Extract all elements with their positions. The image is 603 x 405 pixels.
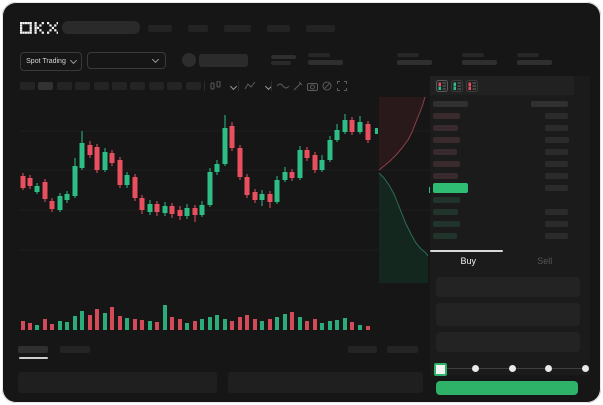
pair-selector-dropdown[interactable] [87,52,166,69]
ask-row-0-amount [545,113,568,119]
stat-value-2 [462,60,497,65]
orderbook[interactable] [430,96,590,248]
nav-item-0[interactable] [148,25,172,32]
bottom-panel-left[interactable] [18,372,217,393]
last-price-badge[interactable] [433,183,468,193]
ask-row-5-amount [545,173,568,179]
chevron-down-icon[interactable] [229,82,238,91]
stat-label-3 [517,53,539,57]
last-price-amount [545,185,568,191]
ask-row-0-price[interactable] [433,113,460,119]
bid-row-1-amount [545,209,568,215]
bid-row-2-price[interactable] [433,221,460,227]
timeframe-button-8[interactable] [167,82,183,90]
tab-sell[interactable]: Sell [537,256,553,266]
nav-item-1[interactable] [188,25,208,32]
trade-form [430,272,590,358]
divider [238,81,239,91]
bottom-action-0[interactable] [348,346,377,353]
amount-slider[interactable] [430,362,590,376]
stat-value-0 [308,60,343,65]
camera-icon[interactable] [307,81,318,91]
timeframe-button-0[interactable] [20,82,35,90]
bottom-action-1[interactable] [387,346,418,353]
last-price-placeholder [271,55,296,59]
fullscreen-icon[interactable] [337,81,347,91]
stat-value-3 [517,60,552,65]
stat-label-1 [397,53,419,57]
price-chart[interactable] [20,96,430,336]
ask-row-2-price[interactable] [433,137,460,143]
price-change-placeholder [271,61,291,65]
ask-row-2-amount [545,137,569,143]
okx-logo[interactable] [20,22,58,35]
timeframe-button-3[interactable] [75,82,91,90]
market-type-label: Spot Trading [26,58,66,65]
divider [271,81,272,91]
slider-stop-25[interactable] [472,365,479,372]
slider-handle[interactable] [434,363,447,376]
bid-row-1-price[interactable] [433,209,458,215]
chevron-down-icon [151,55,160,64]
price-field[interactable] [436,277,580,297]
amount-field[interactable] [436,303,580,326]
book-both-icon[interactable] [436,80,448,92]
book-bids-icon[interactable] [451,80,463,92]
status-circle-icon[interactable] [322,81,332,91]
slider-stop-100[interactable] [581,365,589,372]
buy-submit-button[interactable] [436,381,578,395]
stat-value-1 [397,60,432,65]
orderbook-header-price[interactable] [433,101,468,107]
draw-icon[interactable] [293,81,303,91]
candle-style-icon[interactable] [210,81,222,91]
orderbook-mode-bar [430,76,574,95]
ask-row-3-amount [545,149,568,155]
timeframe-button-9[interactable] [185,82,201,90]
ask-row-3-price[interactable] [433,149,457,155]
indicators-icon[interactable] [244,81,257,91]
line-tool-icon[interactable] [277,82,289,90]
trade-tabs: Buy Sell [430,250,583,272]
total-field[interactable] [436,332,580,352]
timeframe-button-4[interactable] [93,82,109,90]
tab-buy[interactable]: Buy [460,256,476,266]
market-type-dropdown[interactable]: Spot Trading [20,52,82,71]
bid-row-0-price[interactable] [433,197,460,203]
bid-row-3-amount [545,233,568,239]
bid-row-3-price[interactable] [433,233,457,239]
orderbook-header-amount [531,101,568,107]
slider-stop-50[interactable] [508,365,516,372]
ask-row-1-price[interactable] [433,125,458,131]
timeframe-button-6[interactable] [130,82,146,90]
timeframe-button-7[interactable] [148,82,164,90]
ask-row-4-amount [545,161,568,167]
coin-avatar [182,53,196,67]
bottom-panel-right[interactable] [228,372,423,393]
stat-label-0 [308,53,330,57]
nav-item-2[interactable] [224,25,251,32]
timeframe-button-5[interactable] [112,82,127,90]
slider-stop-75[interactable] [545,365,552,372]
bottom-tab-underline [19,357,48,359]
bid-row-2-amount [545,221,568,227]
timeframe-button-2[interactable] [56,82,72,90]
search-input[interactable] [62,21,140,34]
divider [204,81,205,91]
bottom-tab-1[interactable] [60,346,90,353]
ask-row-4-price[interactable] [433,161,460,167]
nav-item-4[interactable] [306,25,335,32]
buy-tab-underline [430,250,503,252]
timeframe-button-1[interactable] [38,82,54,90]
ask-row-5-price[interactable] [433,173,458,179]
bottom-tab-0[interactable] [18,346,48,353]
chevron-down-icon [69,56,77,65]
ask-row-1-amount [545,125,568,131]
book-asks-icon[interactable] [466,80,478,92]
pair-name-placeholder [199,54,248,67]
nav-item-3[interactable] [267,25,290,32]
stat-label-2 [462,53,484,57]
